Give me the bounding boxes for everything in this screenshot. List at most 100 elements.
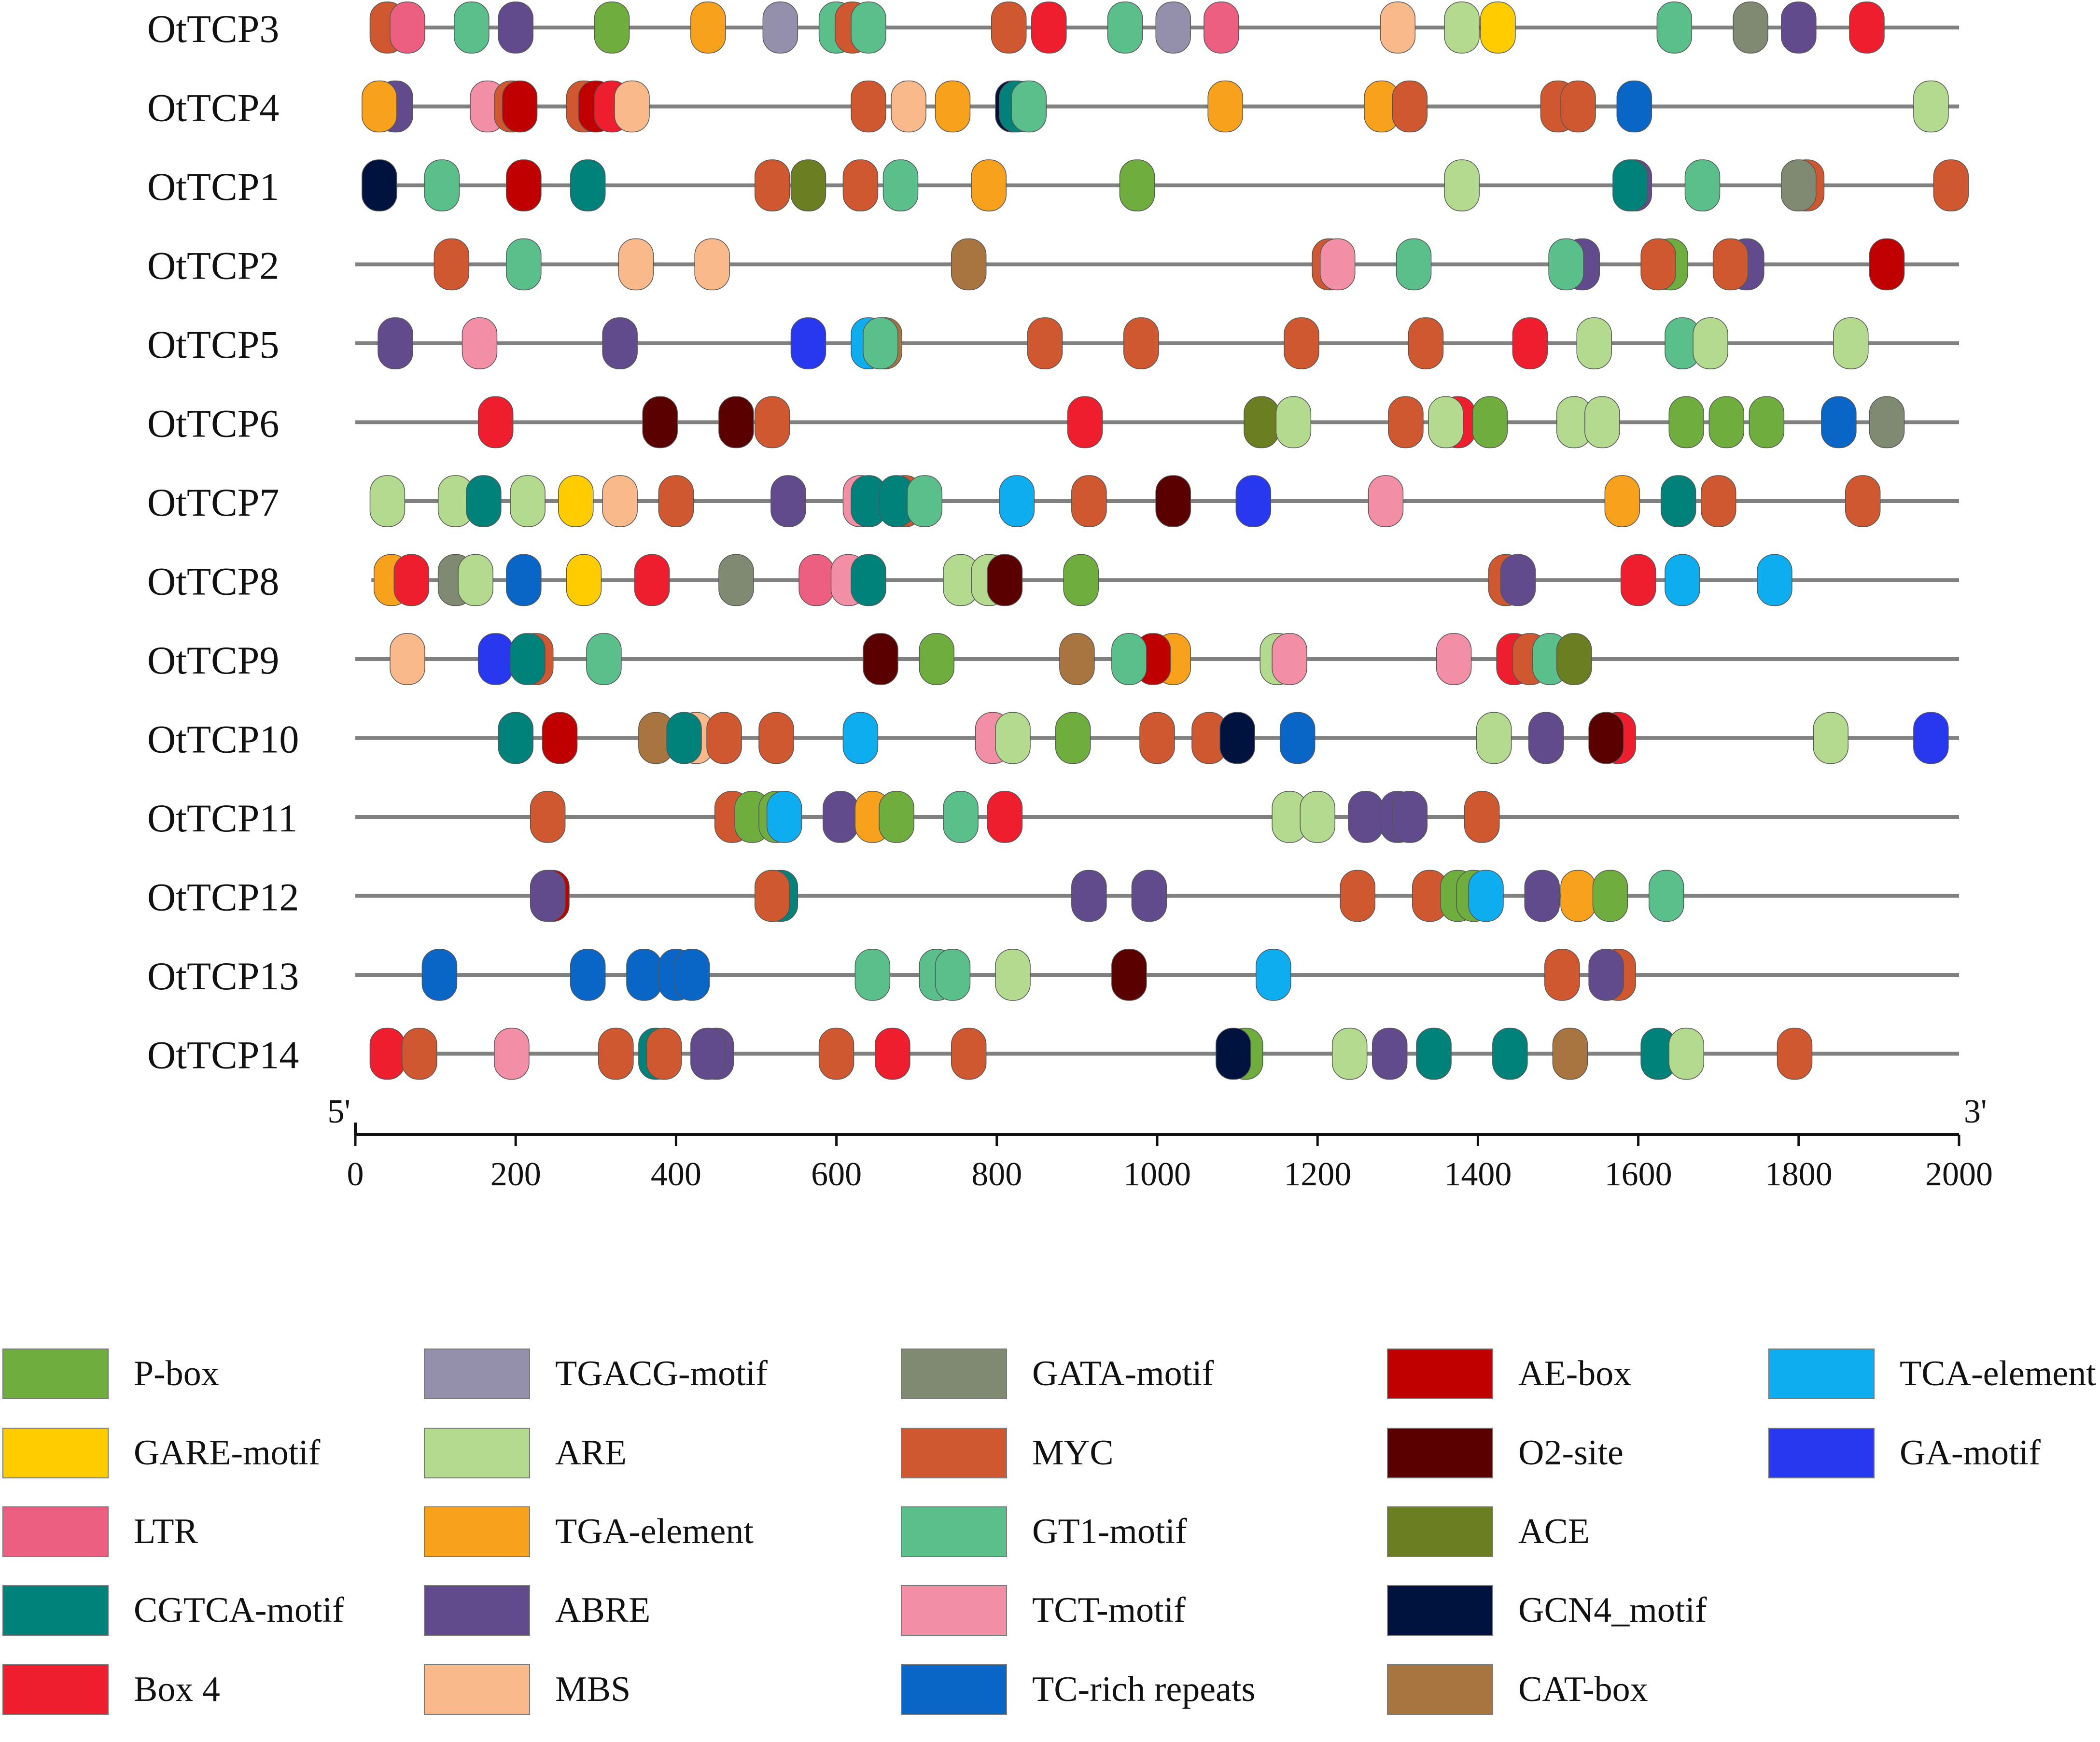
gene-row-ottcp13: OtTCP13 <box>147 949 1959 1001</box>
motif-are <box>1813 712 1848 764</box>
motif-tc-rich-repeats <box>421 949 458 1001</box>
motif-myc <box>991 1 1027 54</box>
motif-gcn4-motif <box>1219 712 1255 764</box>
motif-o2-site <box>1155 475 1191 527</box>
motif-abre <box>690 1027 726 1080</box>
motif-gt1-motif <box>907 475 943 527</box>
motif-myc <box>1139 712 1175 764</box>
motif-are <box>1693 317 1728 369</box>
motif-box-4 <box>1031 1 1067 54</box>
motif-cgtca-motif <box>498 712 533 764</box>
motif-myc <box>434 238 470 291</box>
motif-abre <box>498 1 533 54</box>
legend-item: LTR <box>2 1505 198 1558</box>
motif-myc <box>1560 80 1596 133</box>
motif-p-box <box>1472 396 1508 449</box>
gene-label: OtTCP14 <box>147 1033 299 1077</box>
motif-ga-motif <box>790 317 826 369</box>
legend-swatch <box>424 1506 530 1557</box>
motif-gt1-motif <box>586 633 622 685</box>
motif-o2-site <box>718 396 754 449</box>
motif-cgtca-motif <box>1416 1027 1452 1080</box>
legend-swatch <box>901 1427 1007 1478</box>
motif-gt1-motif <box>863 317 898 369</box>
motif-myc <box>1388 396 1424 449</box>
gene-row-ottcp8: OtTCP8 <box>147 554 1959 606</box>
x-tick-label: 1000 <box>1123 1156 1191 1193</box>
motif-gt1-motif <box>424 159 460 211</box>
motif-myc <box>754 159 790 211</box>
motif-gt1-motif <box>1111 633 1147 685</box>
motif-tct-motif <box>1272 633 1307 685</box>
legend-item: O2-site <box>1387 1426 1624 1479</box>
legend-item: MBS <box>424 1663 630 1716</box>
legend-swatch <box>1387 1427 1493 1478</box>
legend-item: AE-box <box>1387 1347 1631 1400</box>
motif-gcn4-motif <box>1216 1027 1251 1080</box>
motif-myc <box>1933 159 1969 211</box>
motif-cgtca-motif <box>1492 1027 1528 1080</box>
gene-label: OtTCP13 <box>147 954 299 998</box>
legend-item: TGACG-motif <box>424 1347 768 1400</box>
legend-item: GA-motif <box>1768 1426 2041 1479</box>
motif-myc <box>1408 317 1444 369</box>
motif-p-box <box>1708 396 1745 449</box>
motif-cat-box <box>1552 1027 1588 1080</box>
gene-label: OtTCP10 <box>147 717 299 761</box>
motif-abre <box>1372 1027 1408 1080</box>
motif-box-4 <box>477 396 514 449</box>
legend-label: GCN4_motif <box>1518 1590 1707 1630</box>
legend-swatch <box>424 1664 530 1715</box>
motif-myc <box>1123 317 1159 369</box>
legend-label: ABRE <box>555 1590 651 1630</box>
motif-abre <box>1781 1 1817 54</box>
motif-myc <box>1700 475 1736 527</box>
legend-swatch <box>424 1585 530 1636</box>
motif-gt1-motif <box>851 1 886 54</box>
motif-box-4 <box>393 554 430 606</box>
motif-tgacg-motif <box>1155 1 1191 54</box>
motif-tca-element <box>1468 870 1504 922</box>
motif-myc <box>1544 949 1580 1001</box>
legend-label: TGA-element <box>555 1511 754 1551</box>
motif-gare-motif <box>1480 1 1516 54</box>
motif-box-4 <box>634 554 670 606</box>
motif-are <box>458 554 493 606</box>
legend-label: CAT-box <box>1518 1669 1648 1709</box>
motif-tca-element <box>766 791 802 843</box>
motif-abre <box>1131 870 1167 922</box>
legend-item: GCN4_motif <box>1387 1584 1707 1637</box>
motif-tca-element <box>1256 949 1291 1001</box>
gene-label: OtTCP12 <box>147 875 299 919</box>
x-tick-label: 200 <box>490 1156 541 1193</box>
motif-ga-motif <box>477 633 514 685</box>
motif-gata-motif <box>718 554 754 606</box>
motif-cat-box <box>951 238 987 291</box>
motif-p-box <box>1119 159 1155 211</box>
motif-are <box>1576 317 1612 369</box>
motif-myc <box>758 712 794 764</box>
motif-myc <box>842 159 879 211</box>
legend-item: TCT-motif <box>901 1584 1186 1637</box>
motif-o2-site <box>642 396 678 449</box>
motif-p-box <box>1749 396 1785 449</box>
motif-abre <box>1348 791 1384 843</box>
legend-swatch <box>901 1506 1007 1557</box>
legend-swatch <box>1768 1348 1875 1399</box>
motif-are <box>1444 1 1480 54</box>
legend-item: TGA-element <box>424 1505 754 1558</box>
legend-item: MYC <box>901 1426 1114 1479</box>
gene-row-ottcp6: OtTCP6 <box>147 396 1959 449</box>
motif-myc <box>646 1027 682 1080</box>
motif-tct-motif <box>462 317 498 369</box>
legend-swatch <box>2 1585 109 1636</box>
five-prime-label: 5' <box>327 1093 350 1130</box>
legend-item: ABRE <box>424 1584 650 1637</box>
gene-row-ottcp3: OtTCP3 <box>147 1 1959 54</box>
legend-label: ARE <box>555 1433 627 1473</box>
motif-gare-motif <box>558 475 594 527</box>
motif-myc <box>1845 475 1881 527</box>
motif-ga-motif <box>1235 475 1272 527</box>
gene-label: OtTCP5 <box>147 323 279 366</box>
motif-ace <box>790 159 826 211</box>
